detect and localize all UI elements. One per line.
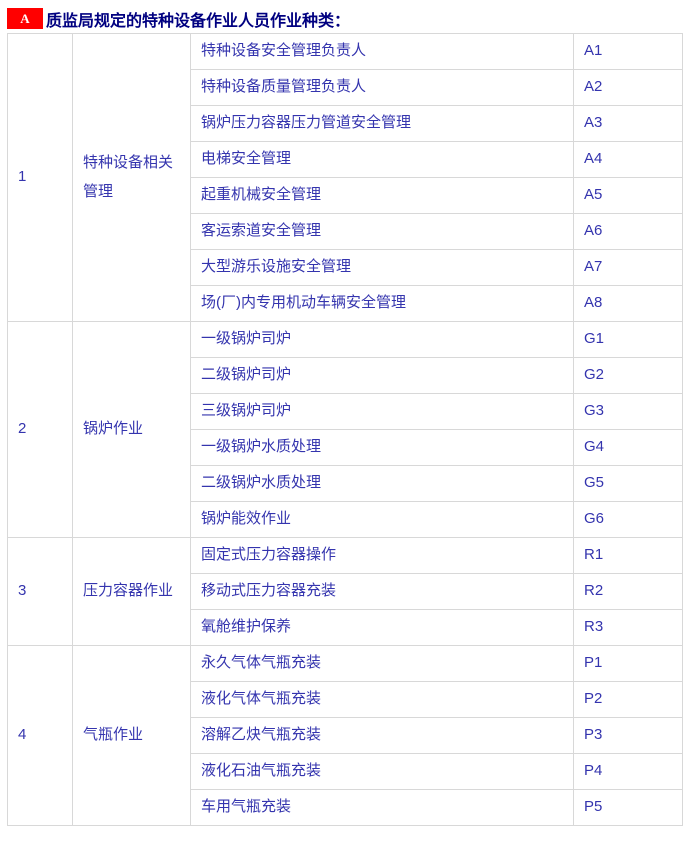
job-name: 溶解乙炔气瓶充装 <box>190 717 574 754</box>
table-row: 锅炉能效作业 G6 <box>8 501 683 538</box>
job-name: 一级锅炉水质处理 <box>190 429 574 466</box>
job-name: 氧舱维护保养 <box>190 609 574 646</box>
job-code: P2 <box>573 681 683 718</box>
job-name: 场(厂)内专用机动车辆安全管理 <box>190 285 574 322</box>
table-row: 1 特种设备相关管理 特种设备安全管理负责人 A1 <box>7 33 683 322</box>
table-row: 2 锅炉作业 一级锅炉司炉 G1 <box>7 321 683 538</box>
job-name: 永久气体气瓶充装 <box>190 645 574 682</box>
job-code: R2 <box>573 573 683 610</box>
job-name: 特种设备安全管理负责人 <box>190 33 574 70</box>
job-name: 固定式压力容器操作 <box>190 537 574 574</box>
job-name: 特种设备质量管理负责人 <box>190 69 574 106</box>
job-name: 二级锅炉水质处理 <box>190 465 574 502</box>
job-code: A3 <box>573 105 683 142</box>
page-title: 质监局规定的特种设备作业人员作业种类： <box>46 12 351 30</box>
job-name: 客运索道安全管理 <box>190 213 574 250</box>
job-code: A2 <box>573 69 683 106</box>
job-code: P4 <box>573 753 683 790</box>
section-badge: A <box>7 8 43 29</box>
group-number: 1 <box>7 33 73 322</box>
job-code: G2 <box>573 357 683 394</box>
table-row: 二级锅炉水质处理 G5 <box>8 465 683 502</box>
group-category: 压力容器作业 <box>72 537 191 646</box>
job-code: P3 <box>573 717 683 754</box>
job-name: 电梯安全管理 <box>190 141 574 178</box>
group-category: 气瓶作业 <box>72 645 191 826</box>
table-row: 3 压力容器作业 固定式压力容器操作 R1 <box>7 537 683 646</box>
table-row: 氧舱维护保养 R3 <box>8 609 683 646</box>
table-row: 三级锅炉司炉 G3 <box>8 393 683 430</box>
job-code: A6 <box>573 213 683 250</box>
table-row: 场(厂)内专用机动车辆安全管理 A8 <box>8 285 683 322</box>
job-code: G3 <box>573 393 683 430</box>
categories-table: 1 特种设备相关管理 特种设备安全管理负责人 A1 特种设备质量管理负责人 A2 锅炉压力容… <box>7 33 683 826</box>
group-category: 特种设备相关管理 <box>72 33 191 322</box>
table-row: 二级锅炉司炉 G2 <box>8 357 683 394</box>
job-name: 起重机械安全管理 <box>190 177 574 214</box>
job-name: 锅炉能效作业 <box>190 501 574 538</box>
job-code: R1 <box>573 537 683 574</box>
job-code: A5 <box>573 177 683 214</box>
table-row: 客运索道安全管理 A6 <box>8 213 683 250</box>
table-row: 液化石油气瓶充装 P4 <box>8 753 683 790</box>
job-code: P1 <box>573 645 683 682</box>
table-row: 大型游乐设施安全管理 A7 <box>8 249 683 286</box>
job-name: 锅炉压力容器压力管道安全管理 <box>190 105 574 142</box>
job-code: G1 <box>573 321 683 358</box>
job-name: 液化气体气瓶充装 <box>190 681 574 718</box>
table-row: 特种设备质量管理负责人 A2 <box>8 69 683 106</box>
page-header: A 质监局规定的特种设备作业人员作业种类： <box>7 8 689 30</box>
table-row: 锅炉压力容器压力管道安全管理 A3 <box>8 105 683 142</box>
table-row: 液化气体气瓶充装 P2 <box>8 681 683 718</box>
job-code: P5 <box>573 789 683 826</box>
job-code: A7 <box>573 249 683 286</box>
job-code: R3 <box>573 609 683 646</box>
job-name: 三级锅炉司炉 <box>190 393 574 430</box>
job-code: G6 <box>573 501 683 538</box>
job-code: G5 <box>573 465 683 502</box>
job-name: 液化石油气瓶充装 <box>190 753 574 790</box>
group-number: 3 <box>7 537 73 646</box>
job-name: 二级锅炉司炉 <box>190 357 574 394</box>
categories-table-body: 1 特种设备相关管理 特种设备安全管理负责人 A1 特种设备质量管理负责人 A2 锅炉压力容… <box>7 33 683 826</box>
table-row: 移动式压力容器充装 R2 <box>8 573 683 610</box>
job-name: 大型游乐设施安全管理 <box>190 249 574 286</box>
table-row: 溶解乙炔气瓶充装 P3 <box>8 717 683 754</box>
job-code: G4 <box>573 429 683 466</box>
job-code: A1 <box>573 33 683 70</box>
job-name: 一级锅炉司炉 <box>190 321 574 358</box>
table-row: 4 气瓶作业 永久气体气瓶充装 P1 <box>7 645 683 826</box>
group-number: 2 <box>7 321 73 538</box>
table-row: 电梯安全管理 A4 <box>8 141 683 178</box>
table-row: 车用气瓶充装 P5 <box>8 789 683 826</box>
job-code: A4 <box>573 141 683 178</box>
group-category: 锅炉作业 <box>72 321 191 538</box>
job-name: 移动式压力容器充装 <box>190 573 574 610</box>
job-code: A8 <box>573 285 683 322</box>
job-name: 车用气瓶充装 <box>190 789 574 826</box>
group-number: 4 <box>7 645 73 826</box>
table-row: 起重机械安全管理 A5 <box>8 177 683 214</box>
